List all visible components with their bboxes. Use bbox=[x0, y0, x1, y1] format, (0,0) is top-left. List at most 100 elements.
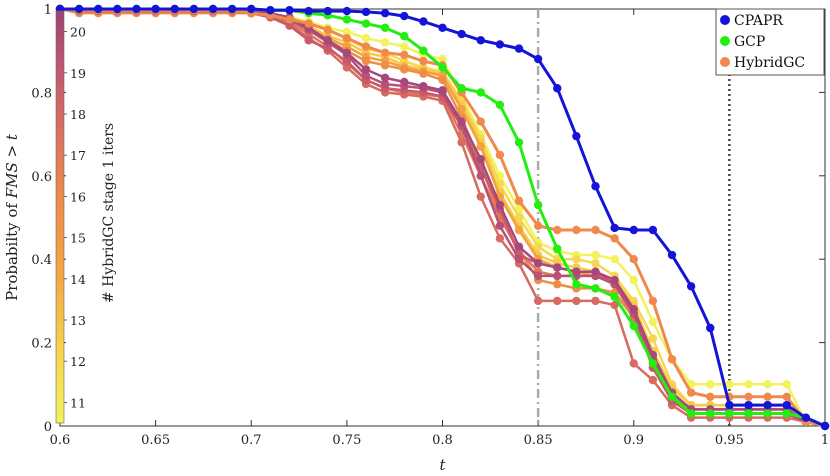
data-point bbox=[744, 400, 753, 410]
colorbar-tick-label: 16 bbox=[70, 189, 86, 204]
data-point bbox=[629, 255, 638, 264]
legend-item-gcp: GCP bbox=[720, 34, 765, 50]
data-point bbox=[380, 38, 390, 47]
data-point bbox=[342, 33, 352, 43]
data-point bbox=[553, 225, 562, 235]
data-point bbox=[572, 296, 581, 306]
data-point bbox=[400, 31, 409, 41]
data-point bbox=[361, 7, 371, 17]
data-point bbox=[648, 334, 658, 343]
data-point bbox=[380, 73, 390, 83]
data-point bbox=[323, 6, 332, 16]
x-tick-label: 0.6 bbox=[50, 433, 71, 448]
data-point bbox=[648, 317, 658, 326]
x-tick-label: 0.75 bbox=[332, 433, 361, 448]
colorbar-tick-label: 17 bbox=[70, 148, 86, 163]
data-point bbox=[438, 54, 447, 64]
data-point bbox=[400, 65, 409, 74]
data-point bbox=[495, 100, 505, 110]
data-point bbox=[706, 409, 715, 418]
colorbar-tick-label: 19 bbox=[70, 66, 86, 81]
data-point bbox=[361, 65, 371, 74]
data-point bbox=[189, 4, 199, 14]
data-point bbox=[591, 284, 600, 293]
data-point bbox=[763, 392, 772, 402]
data-point bbox=[342, 63, 352, 72]
data-point bbox=[533, 296, 543, 306]
data-point bbox=[495, 40, 505, 49]
data-point bbox=[514, 213, 524, 222]
data-point bbox=[304, 6, 313, 16]
data-point bbox=[208, 4, 218, 14]
data-point bbox=[419, 17, 428, 26]
data-point bbox=[667, 355, 677, 364]
data-point bbox=[782, 409, 791, 418]
data-point bbox=[514, 44, 524, 53]
x-tick-label: 1 bbox=[821, 433, 829, 448]
data-point bbox=[648, 359, 658, 368]
legend-item-cpapr: CPAPR bbox=[720, 13, 783, 29]
data-point bbox=[514, 242, 524, 251]
data-point bbox=[533, 200, 543, 210]
x-tick-label: 0.85 bbox=[524, 433, 553, 448]
data-point bbox=[553, 280, 562, 289]
data-point bbox=[591, 267, 600, 276]
data-point bbox=[495, 221, 505, 231]
data-point bbox=[706, 323, 715, 333]
data-point bbox=[610, 255, 619, 264]
data-point bbox=[476, 154, 485, 164]
data-point bbox=[591, 259, 600, 268]
data-point bbox=[533, 54, 543, 64]
series-cpapr bbox=[55, 4, 830, 431]
colorbar-tick-label: 18 bbox=[70, 107, 86, 122]
data-point bbox=[610, 223, 619, 233]
legend-box bbox=[715, 8, 825, 76]
data-point bbox=[572, 225, 581, 235]
data-point bbox=[648, 225, 658, 235]
data-point bbox=[744, 409, 753, 418]
data-point bbox=[438, 23, 447, 32]
x-tick-label: 0.9 bbox=[623, 433, 644, 448]
data-point bbox=[380, 23, 390, 32]
data-point bbox=[342, 6, 352, 16]
data-point bbox=[419, 46, 428, 55]
data-point bbox=[151, 4, 160, 14]
data-point bbox=[686, 388, 696, 397]
data-point bbox=[400, 11, 409, 21]
colorbar-tick-label: 15 bbox=[70, 231, 86, 246]
y-tick-label: 0.2 bbox=[31, 337, 52, 352]
data-point bbox=[457, 117, 466, 126]
data-point bbox=[227, 4, 237, 14]
y-tick-label: 0.6 bbox=[31, 170, 52, 185]
data-point bbox=[591, 225, 600, 235]
data-point bbox=[533, 242, 543, 251]
data-point bbox=[686, 282, 696, 291]
legend: CPAPR GCP HybridGC bbox=[715, 8, 825, 76]
legend-item-hybridgc: HybridGC bbox=[720, 55, 805, 71]
x-tick-label: 0.7 bbox=[241, 433, 262, 448]
data-point bbox=[610, 300, 619, 310]
data-point bbox=[763, 380, 772, 389]
data-point bbox=[285, 21, 294, 30]
data-point bbox=[285, 6, 294, 15]
data-point bbox=[667, 392, 677, 402]
data-point bbox=[342, 56, 352, 66]
data-point bbox=[113, 4, 122, 14]
data-point bbox=[553, 84, 562, 93]
data-point bbox=[572, 255, 581, 264]
legend-marker bbox=[720, 15, 730, 25]
data-point bbox=[380, 48, 390, 57]
data-point bbox=[400, 77, 409, 87]
data-point bbox=[514, 138, 524, 147]
colorbar-label: # HybridGC stage 1 iters bbox=[101, 123, 117, 303]
data-point bbox=[304, 36, 313, 45]
data-point bbox=[476, 88, 485, 97]
data-point bbox=[629, 305, 638, 314]
data-point bbox=[285, 15, 294, 24]
data-point bbox=[725, 400, 734, 410]
y-axis-label-part: FMS bbox=[3, 162, 21, 199]
data-point bbox=[361, 42, 371, 51]
y-axis-label-part: Probabilty of bbox=[3, 198, 21, 301]
y-tick-label: 0.8 bbox=[31, 86, 52, 101]
